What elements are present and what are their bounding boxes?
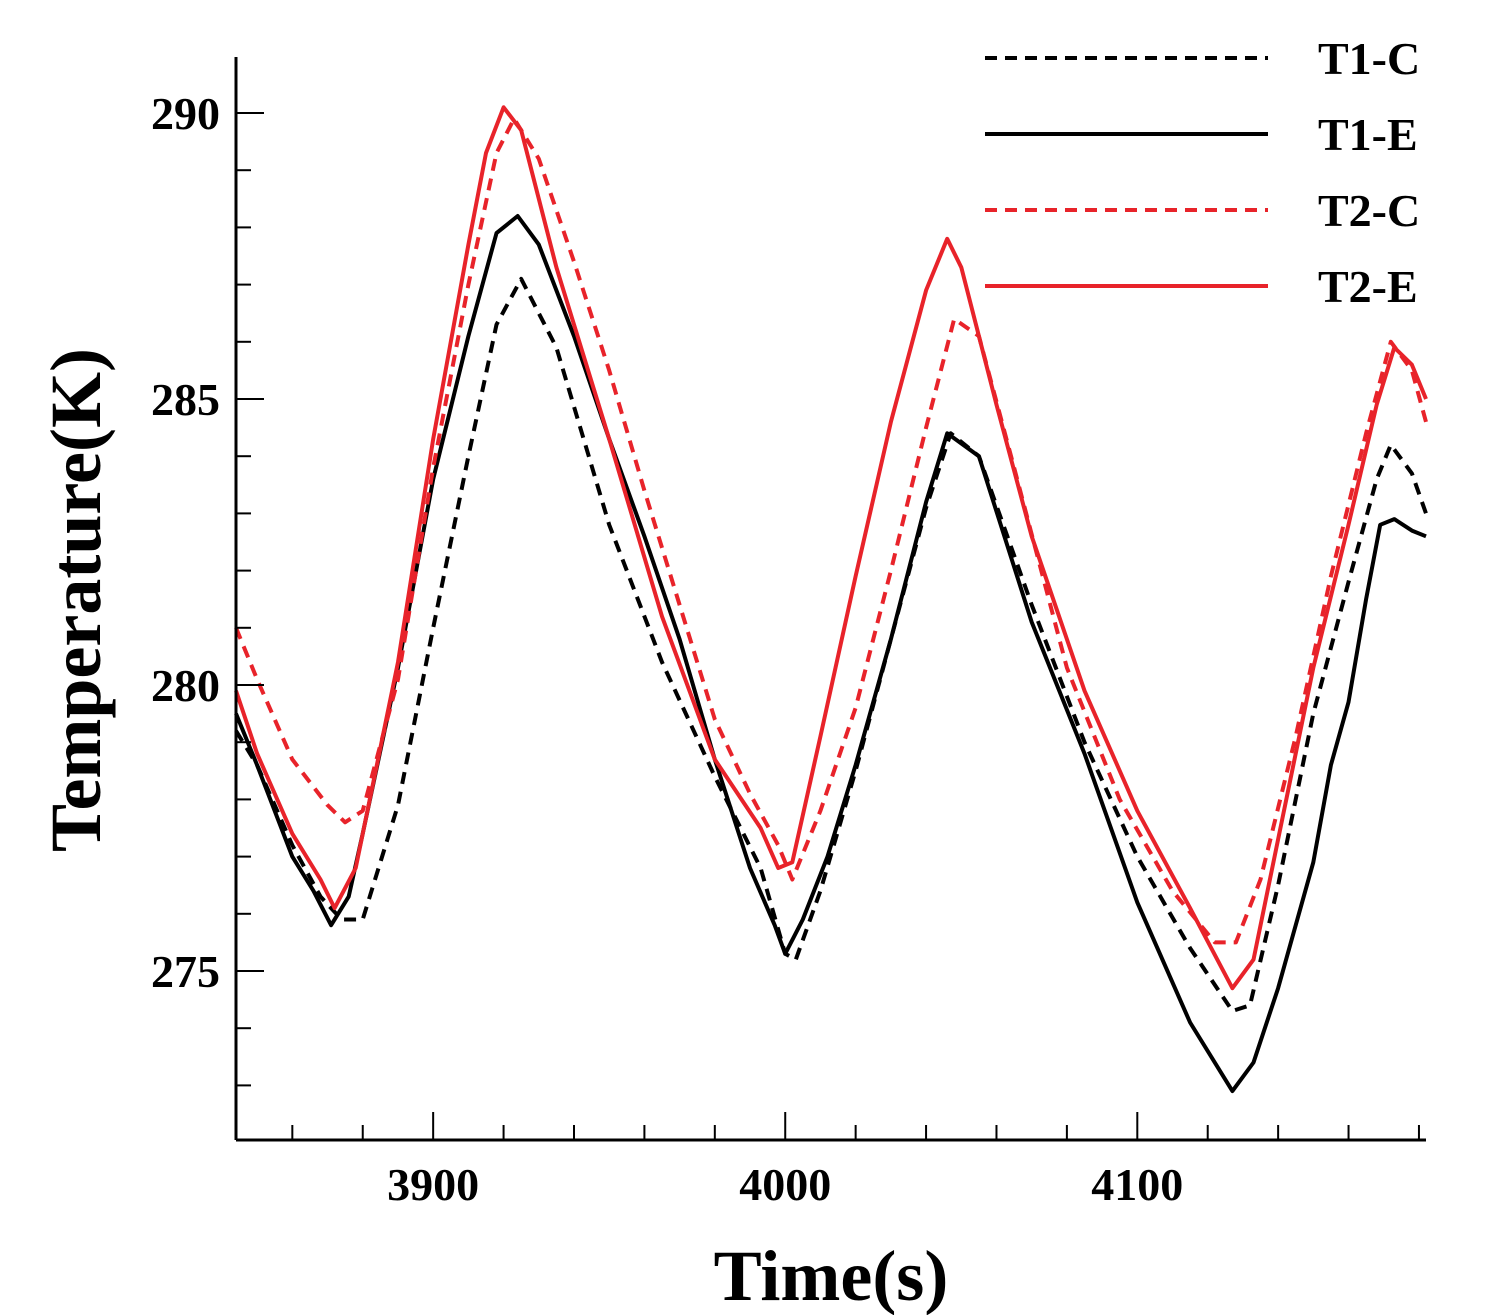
x-axis-title: Time(s) [714,1236,949,1315]
legend-label-t2-c: T2-C [1318,185,1420,236]
series-line-t1-e [234,214,1427,1094]
series-line-t1-c [234,276,1428,1013]
y-tick-label: 275 [151,946,220,997]
x-tick-label: 4100 [1091,1159,1183,1210]
tick-labels: 275 280 285 290 3900 4000 4100 [151,88,1183,1210]
y-tick-label: 280 [151,660,220,711]
x-tick-label: 4000 [739,1159,831,1210]
series-layer [234,105,1428,1094]
series-line-t2-e [234,105,1428,991]
series-line-t2-c [234,116,1428,945]
y-axis-title: Temperature(K) [36,348,116,852]
axes [234,57,1426,1142]
legend-label-t1-e: T1-E [1318,109,1418,160]
y-tick-label: 285 [151,374,220,425]
y-tick-label: 290 [151,88,220,139]
legend: T1-C T1-E T2-C T2-E [985,33,1420,312]
x-tick-label: 3900 [387,1159,479,1210]
legend-label-t1-c: T1-C [1318,33,1420,84]
legend-label-t2-e: T2-E [1318,261,1418,312]
